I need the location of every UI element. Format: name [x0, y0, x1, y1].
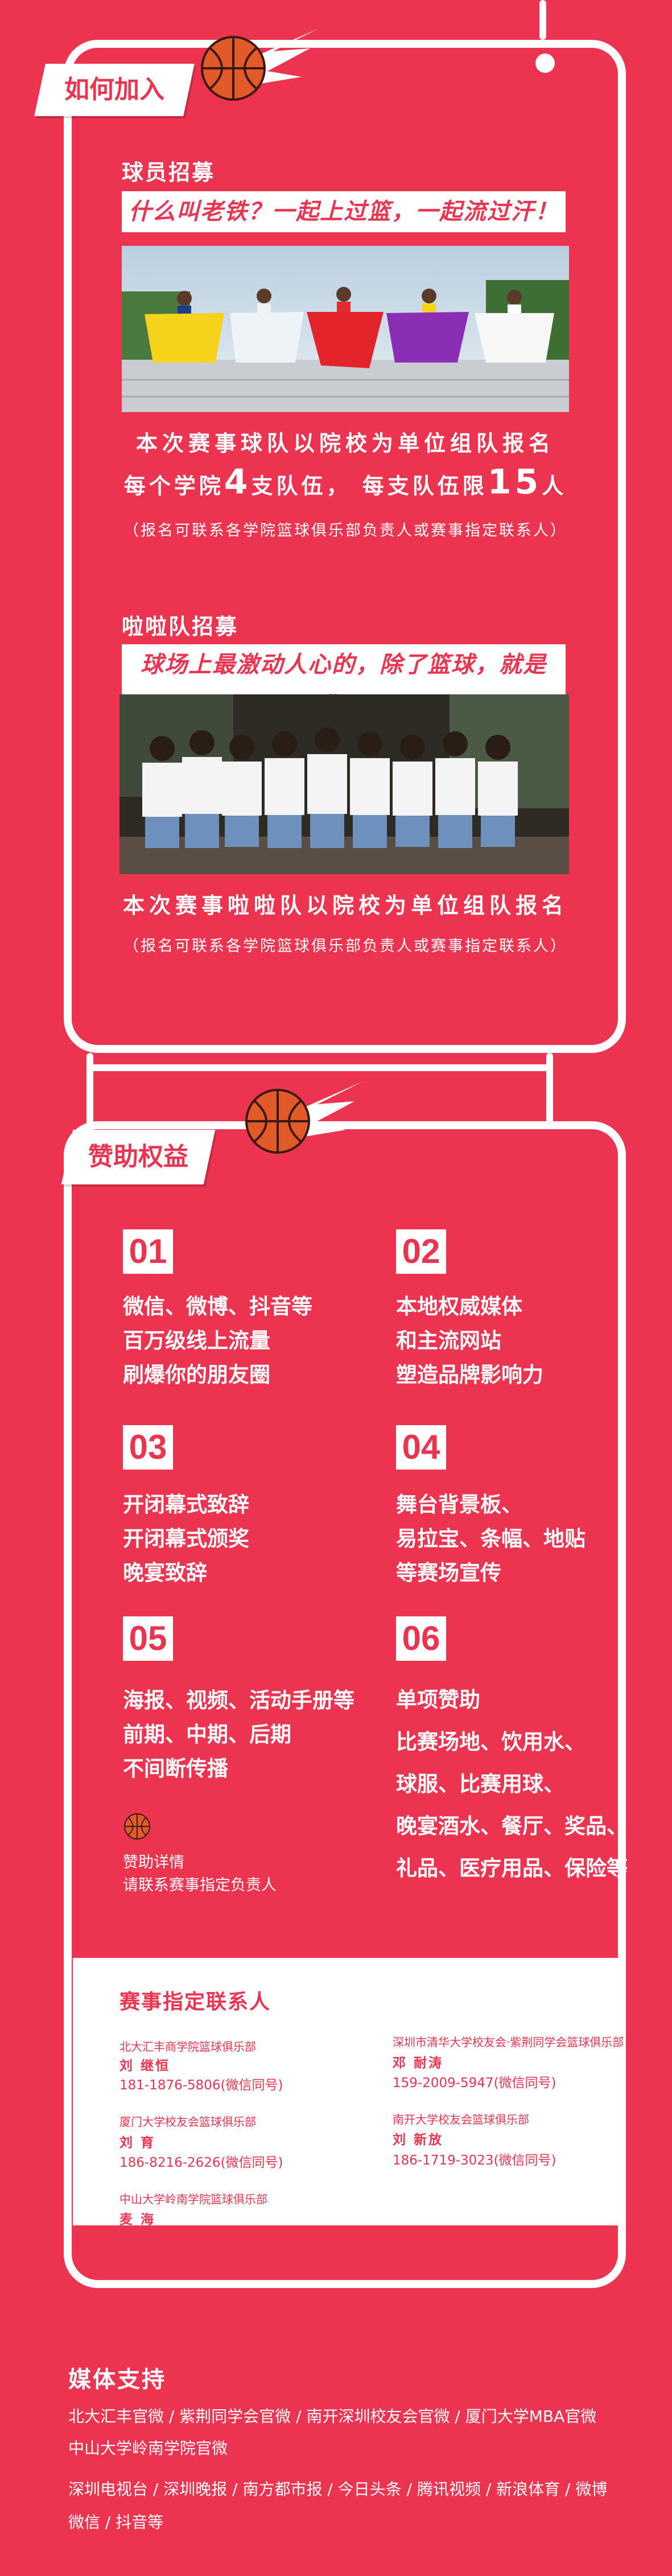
contact-name: 刘 继恒 [119, 2059, 171, 2073]
benefit-01-number: 01 [123, 1229, 173, 1274]
media-line: 北大汇丰官微 / 紫荆同学会官微 / 南开深圳校友会官微 / 厦门大学MBA官微 [68, 2407, 597, 2426]
contact-org: 深圳市清华大学校友会·紫荆同学会篮球俱乐部 [393, 2035, 624, 2049]
contact-phone[interactable]: 139-2427-7368(微信同号) [119, 2235, 283, 2250]
players-line2-a: 每个学院 [123, 474, 224, 499]
players-line2: 每个学院4支队伍， 每支队伍限15人 [122, 462, 569, 502]
contact-phone[interactable]: 186-1719-3023(微信同号) [393, 2153, 556, 2168]
cheer-title: 啦啦队招募 [122, 614, 239, 639]
players-line2-b: 支队伍， 每支队伍限 [251, 474, 488, 499]
benefit-05-text: 海报、视频、活动手册等 前期、中期、后期 不间断传播 [123, 1688, 354, 1781]
section-tag-join: 如何加入 [34, 64, 195, 116]
players-title: 球员招募 [122, 160, 216, 185]
cheer-photo [119, 694, 569, 874]
contact-phone[interactable]: 186-8216-2626(微信同号) [119, 2155, 283, 2170]
contacts-card: 赛事指定联系人 北大汇丰商学院篮球俱乐部 刘 继恒 181-1876-5806(… [73, 1958, 625, 2227]
section-tag-sponsor-label: 赞助权益 [88, 1142, 188, 1171]
contact-name: 刘 育 [119, 2135, 156, 2150]
basketball-icon [201, 28, 319, 101]
contact-org: 北大汇丰商学院篮球俱乐部 [119, 2040, 256, 2054]
basketball-icon [245, 1081, 363, 1154]
sponsor-detail-line2: 请联系赛事指定负责人 [123, 1877, 277, 1894]
benefit-03-number: 03 [123, 1425, 173, 1470]
contact-org: 中山大学岭南学院篮球俱乐部 [119, 2192, 267, 2206]
players-photo [122, 246, 569, 412]
players-line2-c: 人 [542, 474, 567, 499]
deco-dot [535, 54, 555, 73]
contact-org: 厦门大学校友会篮球俱乐部 [119, 2115, 256, 2129]
benefit-06-text: 单项赞助 比赛场地、饮用水、 球服、比赛用球、 晚宴酒水、餐厅、奖品、 礼品、医… [396, 1688, 628, 1880]
section-tag-sponsor: 赞助权益 [61, 1130, 216, 1184]
players-limit: 15 [487, 462, 542, 502]
teams-count: 4 [224, 462, 252, 502]
media-title: 媒体支持 [68, 2367, 166, 2393]
sponsor-detail-line1: 赞助详情 [123, 1854, 184, 1871]
media-line: 微信 / 抖音等 [68, 2513, 164, 2532]
benefit-04-text: 舞台背景板、 易拉宝、条幅、地贴 等赛场宣传 [396, 1492, 586, 1585]
benefit-02-number: 02 [396, 1229, 446, 1274]
contact-name: 刘 新放 [393, 2133, 444, 2147]
deco-top-line [539, 0, 546, 40]
deco-hline [86, 1064, 553, 1071]
benefit-04-number: 04 [396, 1425, 446, 1470]
benefit-06-number: 06 [396, 1616, 446, 1661]
media-line: 深圳电视台 / 深圳晚报 / 南方都市报 / 今日头条 / 腾讯视频 / 新浪体… [68, 2480, 608, 2499]
section-tag-join-label: 如何加入 [64, 75, 164, 104]
players-slogan: 什么叫老铁？一起上过篮，一起流过汗！ [122, 191, 566, 232]
contact-phone[interactable]: 181-1876-5806(微信同号) [119, 2078, 283, 2093]
contacts-title: 赛事指定联系人 [119, 1990, 271, 2014]
players-line1: 本次赛事球队以院校为单位组队报名 [135, 431, 555, 456]
contact-org: 南开大学校友会篮球俱乐部 [393, 2113, 529, 2126]
small-basketball-icon [124, 1813, 150, 1840]
benefit-01-text: 微信、微博、抖音等 百万级线上流量 刷爆你的朋友圈 [123, 1294, 312, 1387]
deco-line-right [546, 1053, 553, 1133]
contact-name: 麦 海 [119, 2212, 156, 2227]
cheer-line1: 本次赛事啦啦队以院校为单位组队报名 [122, 893, 568, 918]
benefit-03-text: 开闭幕式致辞 开闭幕式颁奖 晚宴致辞 [123, 1492, 249, 1585]
benefit-02-text: 本地权威媒体 和主流网站 塑造品牌影响力 [396, 1294, 543, 1387]
contact-phone[interactable]: 159-2009-5947(微信同号) [393, 2076, 556, 2091]
players-note: （报名可联系各学院篮球俱乐部负责人或赛事指定联系人） [123, 522, 567, 540]
cheer-note: （报名可联系各学院篮球俱乐部负责人或赛事指定联系人） [123, 937, 567, 955]
contact-name: 邓 耐涛 [393, 2056, 444, 2071]
media-line: 中山大学岭南学院官微 [68, 2439, 228, 2458]
benefit-05-number: 05 [123, 1616, 173, 1661]
deco-line-left [86, 1053, 93, 1133]
